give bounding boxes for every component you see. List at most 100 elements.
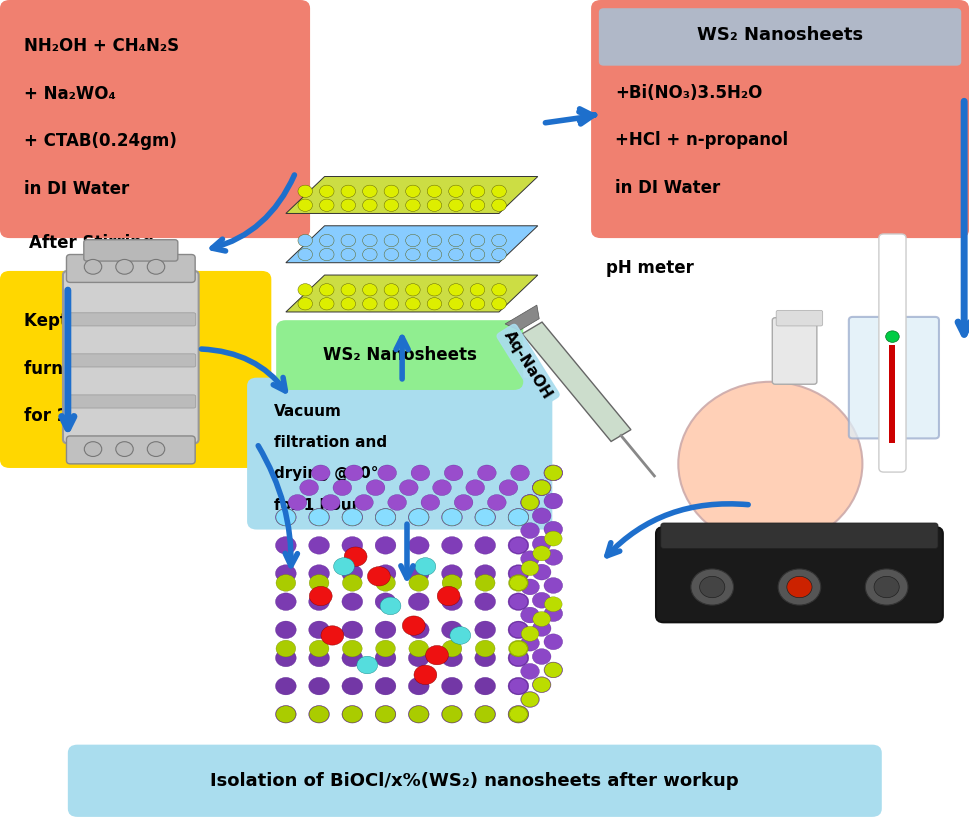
Circle shape [544,493,563,509]
Text: After Stirring: After Stirring [29,234,154,252]
Circle shape [442,649,462,667]
Circle shape [320,186,334,198]
Circle shape [427,235,442,247]
Circle shape [309,586,332,606]
Text: +HCl + n-propanol: +HCl + n-propanol [615,131,789,149]
Circle shape [509,640,528,657]
Circle shape [449,284,463,296]
Circle shape [532,677,551,693]
FancyArrowPatch shape [202,349,286,391]
Text: + Na₂WO₄: + Na₂WO₄ [24,85,116,103]
Circle shape [499,479,517,496]
Circle shape [414,665,437,685]
Circle shape [520,494,540,511]
Circle shape [408,593,429,611]
Circle shape [509,509,528,525]
Circle shape [475,537,495,554]
Circle shape [376,575,395,591]
Circle shape [276,640,296,657]
Circle shape [320,284,334,296]
Circle shape [442,537,462,554]
Circle shape [147,442,165,456]
Circle shape [508,705,529,723]
Text: in DI Water: in DI Water [615,179,721,197]
Circle shape [380,597,401,615]
Circle shape [442,640,462,657]
Text: in DI Water: in DI Water [24,180,130,198]
Circle shape [475,508,495,526]
Circle shape [375,508,396,526]
Circle shape [475,649,495,667]
Circle shape [322,494,340,511]
Circle shape [449,200,463,212]
Text: furnace at 180°C: furnace at 180°C [24,360,181,378]
Circle shape [508,565,529,582]
FancyBboxPatch shape [776,310,823,326]
Circle shape [509,622,528,638]
Circle shape [421,494,440,511]
Circle shape [427,297,442,310]
Circle shape [520,663,540,679]
Circle shape [491,235,506,247]
Circle shape [442,593,462,611]
Circle shape [376,509,395,525]
Text: Isolation of BiOCl/x%(WS₂) nanosheets after workup: Isolation of BiOCl/x%(WS₂) nanosheets af… [210,772,739,790]
Circle shape [366,479,385,496]
Circle shape [691,569,734,605]
Circle shape [886,331,899,342]
Circle shape [376,706,395,722]
Circle shape [432,479,452,496]
Circle shape [375,565,396,582]
Circle shape [427,200,442,212]
Circle shape [427,284,442,296]
Circle shape [521,692,539,707]
Circle shape [476,575,495,591]
Circle shape [376,509,395,525]
FancyBboxPatch shape [66,313,196,326]
Circle shape [309,537,329,554]
Circle shape [508,593,529,611]
Circle shape [309,565,329,582]
Circle shape [415,557,436,576]
Circle shape [470,200,484,212]
Circle shape [342,575,362,591]
Circle shape [341,284,356,296]
Circle shape [116,259,134,274]
Circle shape [342,509,362,525]
FancyBboxPatch shape [656,527,943,622]
Circle shape [341,235,356,247]
Circle shape [375,593,396,611]
FancyBboxPatch shape [0,0,310,238]
Circle shape [320,297,334,310]
Circle shape [533,480,550,495]
Circle shape [509,650,528,666]
Circle shape [408,537,429,554]
Circle shape [309,621,329,639]
Circle shape [508,508,529,526]
Circle shape [342,593,362,611]
Circle shape [533,612,550,626]
FancyArrowPatch shape [212,175,295,251]
Circle shape [475,593,495,611]
Circle shape [384,186,398,198]
Circle shape [275,537,297,554]
Circle shape [342,537,362,554]
Circle shape [442,509,462,525]
Text: + CTAB(0.24gm): + CTAB(0.24gm) [24,132,177,150]
Circle shape [311,465,330,481]
FancyArrowPatch shape [401,524,413,578]
Polygon shape [522,322,631,442]
Circle shape [491,297,506,310]
Circle shape [476,640,495,657]
Circle shape [487,494,506,511]
Circle shape [532,479,551,496]
FancyBboxPatch shape [66,354,196,367]
Circle shape [309,677,329,695]
Circle shape [355,494,373,511]
Circle shape [787,576,812,598]
Circle shape [475,705,495,723]
Circle shape [437,586,460,606]
Circle shape [320,248,334,261]
FancyBboxPatch shape [772,318,817,384]
Circle shape [509,678,528,694]
